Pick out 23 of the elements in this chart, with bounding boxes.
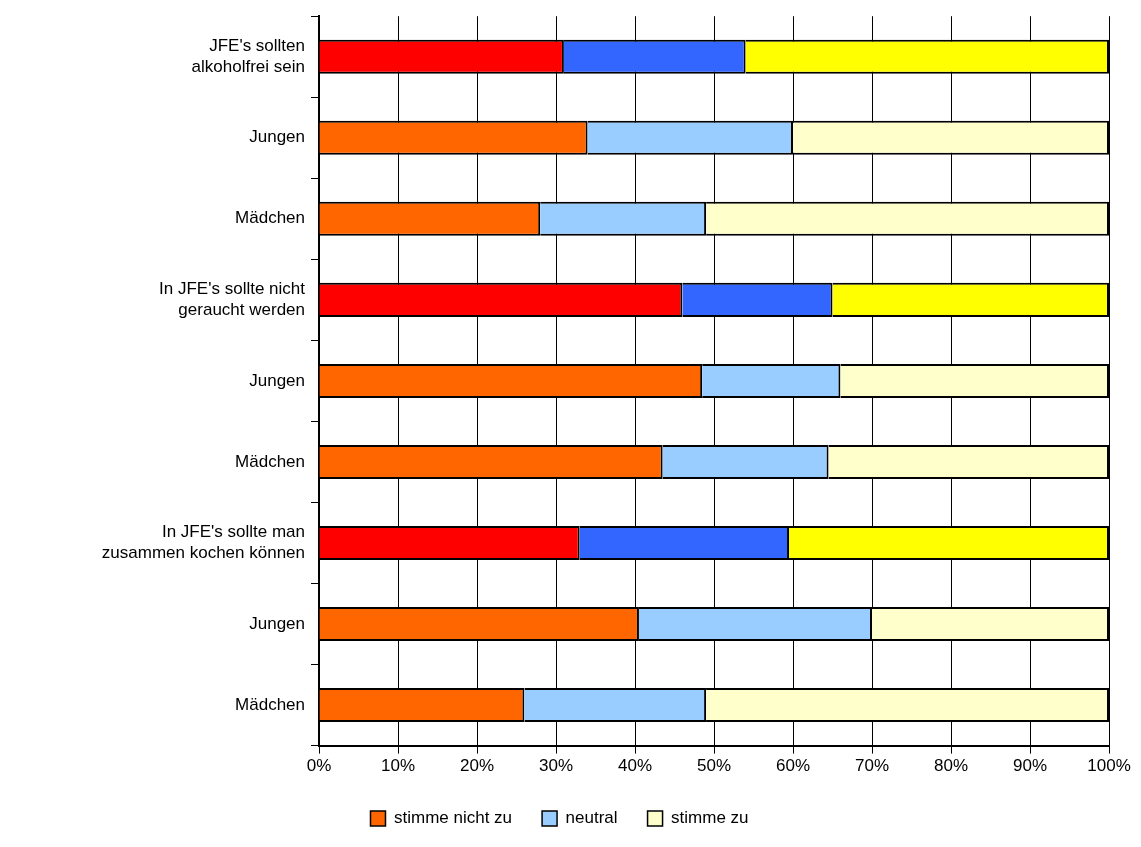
y-tick-label: Mädchen: [235, 208, 305, 228]
y-tick-label: Jungen: [249, 613, 305, 633]
x-tick-label: 70%: [854, 756, 890, 776]
x-tick-label: 20%: [459, 756, 495, 776]
y-tick-label: In JFE's sollte man zusammen kochen können: [101, 522, 305, 562]
x-tick-label: 100%: [1087, 756, 1131, 776]
legend-label: stimme zu: [671, 808, 749, 828]
x-tick-label: 80%: [933, 756, 969, 776]
x-tick-label: 30%: [538, 756, 574, 776]
y-tick-label: Mädchen: [235, 694, 305, 714]
x-tick-label: 60%: [775, 756, 811, 776]
x-tick-label: 90%: [1012, 756, 1048, 776]
y-tick-label: JFE's sollten alkoholfrei sein: [191, 36, 305, 76]
x-tick-label: 50%: [696, 756, 732, 776]
y-tick-label: Jungen: [249, 370, 305, 390]
x-tick-label: 0%: [306, 756, 332, 776]
legend-label: neutral: [565, 808, 618, 828]
y-tick-label: In JFE's sollte nicht geraucht werden: [159, 279, 306, 319]
legend-label: stimme nicht zu: [393, 808, 513, 828]
x-tick-label: 40%: [617, 756, 653, 776]
y-tick-label: Jungen: [249, 127, 305, 147]
y-tick-label: Mädchen: [235, 451, 305, 471]
x-tick-label: 10%: [380, 756, 416, 776]
